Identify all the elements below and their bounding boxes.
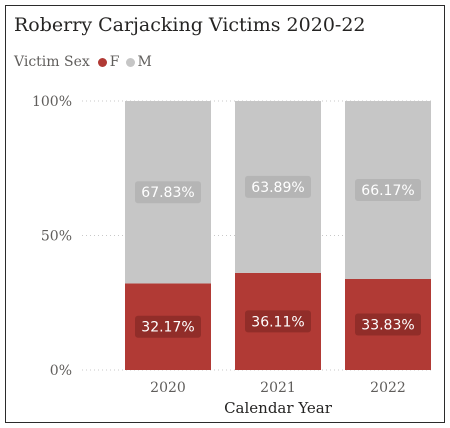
data-label-background xyxy=(245,175,311,198)
legend-marker-f xyxy=(97,57,107,67)
data-label-background xyxy=(135,315,201,338)
y-tick-label: 100% xyxy=(32,94,72,110)
legend-label-m: M xyxy=(137,54,152,70)
y-tick-label: 0% xyxy=(50,363,72,379)
data-label-background xyxy=(245,310,311,333)
legend-label-f: F xyxy=(109,54,120,70)
legend: Victim Sex F M xyxy=(14,52,158,72)
x-tick-label: 2022 xyxy=(370,380,406,396)
x-tick-label: 2021 xyxy=(260,380,296,396)
data-label-background xyxy=(355,178,421,201)
legend-marker-m xyxy=(125,57,135,67)
data-label: 63.89% xyxy=(251,180,304,196)
data-label: 36.11% xyxy=(251,314,304,330)
x-tick-label: 2020 xyxy=(150,380,186,396)
data-label: 33.83% xyxy=(361,317,414,333)
data-label: 32.17% xyxy=(141,320,194,336)
y-tick-label: 50% xyxy=(41,229,72,245)
legend-item-f[interactable]: F xyxy=(97,54,120,70)
data-label-background xyxy=(135,181,201,204)
data-label: 67.83% xyxy=(141,185,194,201)
legend-item-m[interactable]: M xyxy=(125,54,152,70)
x-axis-title: Calendar Year xyxy=(224,399,333,417)
legend-title: Victim Sex xyxy=(14,54,90,70)
data-label-background xyxy=(355,313,421,336)
chart-title: Roberry Carjacking Victims 2020-22 xyxy=(14,14,366,36)
data-label: 66.17% xyxy=(361,183,414,199)
